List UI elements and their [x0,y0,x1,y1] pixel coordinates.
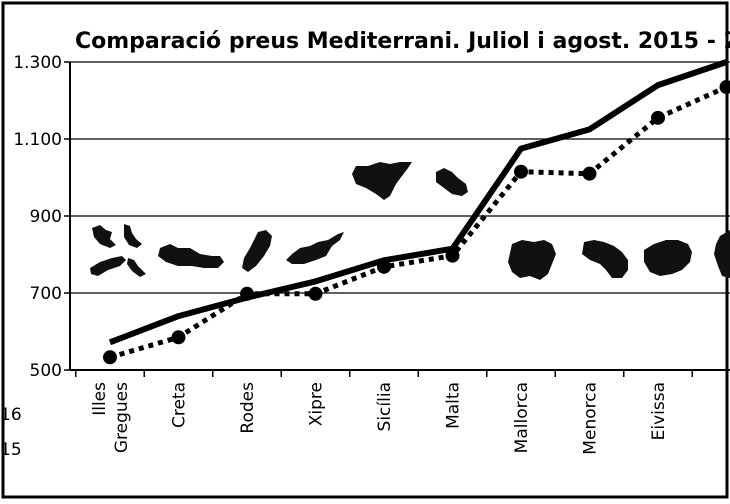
x-tick-label: Mallorca [512,382,532,453]
series-marker-2015 [651,111,665,125]
x-tick-label: Xipre [307,382,327,426]
series-marker-2015 [377,260,391,274]
x-tick-label: Menorca [581,382,601,455]
x-tick-label: Gregues [112,382,132,453]
x-tick-label: Sicília [375,382,395,431]
x-tick-label: Eivissa [649,382,669,440]
y-tick-label: 500 [30,361,62,381]
series-marker-2015 [514,165,528,179]
x-tick-label: Malta [444,382,464,429]
y-tick-label: 1.100 [13,130,62,150]
series-marker-2015 [172,330,186,344]
legend-label-2016: 16 [0,405,22,425]
series-marker-2015 [103,350,117,364]
y-tick-label: 700 [30,284,62,304]
series-marker-2015 [583,167,597,181]
y-tick-label: 900 [30,207,62,227]
chart-title: Comparació preus Mediterrani. Juliol i a… [75,29,730,54]
x-tick-label: Illes [90,382,110,416]
series-marker-2015 [309,287,323,301]
x-tick-label: Creta [170,382,190,428]
y-tick-label: 1.300 [13,53,62,73]
legend-label-2015: 15 [0,440,22,460]
x-tick-label: Rodes [238,382,258,434]
series-marker-2015 [446,249,460,263]
series-marker-2015 [240,287,254,301]
